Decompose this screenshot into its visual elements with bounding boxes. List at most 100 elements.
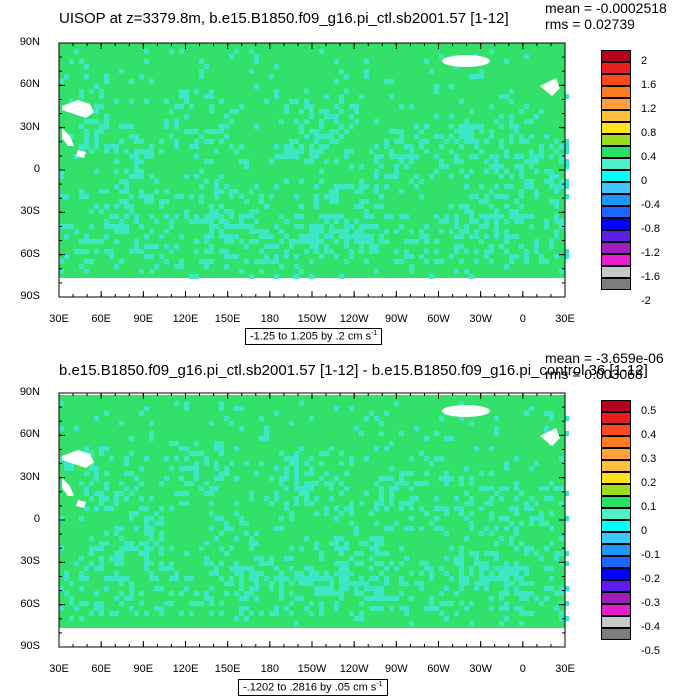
anomaly-cell [534, 159, 539, 164]
anomaly-cell [479, 74, 484, 79]
anomaly-cell [384, 576, 389, 581]
anomaly-cell [129, 606, 134, 611]
anomaly-cell [444, 139, 449, 144]
anomaly-cell [234, 511, 239, 516]
anomaly-cell [129, 591, 134, 596]
anomaly-cell [384, 229, 389, 234]
anomaly-cell [544, 411, 549, 416]
anomaly-cell [364, 69, 369, 74]
colorbar-label: -0.1 [641, 549, 660, 561]
anomaly-cell [449, 124, 454, 129]
anomaly-cell [489, 129, 494, 134]
anomaly-cell [94, 119, 99, 124]
anomaly-cell [389, 79, 394, 84]
anomaly-cell [194, 214, 199, 219]
anomaly-cell [289, 581, 294, 586]
anomaly-cell [134, 486, 139, 491]
anomaly-cell [439, 159, 444, 164]
colorbar-swatch [601, 568, 631, 580]
anomaly-cell [389, 214, 394, 219]
anomaly-cell [419, 179, 424, 184]
anomaly-cell [139, 189, 144, 194]
anomaly-cell [319, 591, 324, 596]
anomaly-cell [529, 546, 534, 551]
anomaly-cell [484, 501, 489, 506]
anomaly-cell [439, 259, 444, 264]
anomaly-cell [124, 496, 129, 501]
anomaly-cell [84, 144, 89, 149]
anomaly-cell [359, 616, 364, 621]
anomaly-cell [374, 159, 379, 164]
anomaly-cell [264, 234, 269, 239]
anomaly-cell [264, 431, 269, 436]
anomaly-cell [204, 234, 209, 239]
anomaly-cell [164, 124, 169, 129]
anomaly-cell [114, 169, 119, 174]
anomaly-cell [114, 556, 119, 561]
anomaly-cell [499, 144, 504, 149]
anomaly-cell [224, 219, 229, 224]
anomaly-cell [364, 416, 369, 421]
anomaly-cell [254, 54, 259, 59]
anomaly-cell [249, 576, 254, 581]
anomaly-cell [309, 244, 314, 249]
anomaly-cell [339, 134, 344, 139]
anomaly-cell [524, 611, 529, 616]
anomaly-cell [564, 159, 569, 164]
anomaly-cell [319, 461, 324, 466]
anomaly-cell [284, 219, 289, 224]
anomaly-cell [479, 486, 484, 491]
anomaly-cell [299, 124, 304, 129]
anomaly-cell [174, 144, 179, 149]
anomaly-cell [304, 239, 309, 244]
anomaly-cell [499, 596, 504, 601]
anomaly-cell [189, 104, 194, 109]
anomaly-cell [399, 581, 404, 586]
anomaly-cell [564, 184, 569, 189]
anomaly-cell [104, 411, 109, 416]
anomaly-cell [244, 606, 249, 611]
anomaly-cell [529, 214, 534, 219]
anomaly-cell [314, 586, 319, 591]
anomaly-cell [144, 541, 149, 546]
colorbar-swatch [601, 532, 631, 544]
anomaly-cell [199, 486, 204, 491]
anomaly-cell [534, 551, 539, 556]
anomaly-cell [519, 606, 524, 611]
anomaly-cell [209, 571, 214, 576]
anomaly-cell [249, 571, 254, 576]
anomaly-cell [84, 64, 89, 69]
anomaly-cell [134, 214, 139, 219]
anomaly-cell [59, 516, 64, 521]
anomaly-cell [259, 416, 264, 421]
contour-info-box: -.1202 to .2816 by .05 cm s-1 [238, 679, 388, 696]
anomaly-cell [124, 199, 129, 204]
anomaly-cell [209, 501, 214, 506]
anomaly-cell [294, 274, 299, 279]
anomaly-cell [104, 576, 109, 581]
anomaly-cell [204, 591, 209, 596]
anomaly-cell [334, 561, 339, 566]
anomaly-cell [384, 446, 389, 451]
anomaly-cell [114, 551, 119, 556]
anomaly-cell [344, 546, 349, 551]
anomaly-cell [404, 249, 409, 254]
anomaly-cell [334, 194, 339, 199]
anomaly-cell [159, 139, 164, 144]
anomaly-cell [224, 234, 229, 239]
anomaly-cell [564, 551, 569, 556]
anomaly-cell [449, 229, 454, 234]
anomaly-cell [394, 481, 399, 486]
anomaly-cell [339, 571, 344, 576]
anomaly-cell [519, 169, 524, 174]
colorbar-swatch [601, 616, 631, 628]
anomaly-cell [404, 471, 409, 476]
anomaly-cell [154, 541, 159, 546]
anomaly-cell [319, 611, 324, 616]
anomaly-cell [479, 199, 484, 204]
anomaly-cell [209, 104, 214, 109]
anomaly-cell [139, 224, 144, 229]
anomaly-cell [474, 551, 479, 556]
colorbar-label: 0.4 [641, 151, 657, 163]
anomaly-cell [84, 491, 89, 496]
